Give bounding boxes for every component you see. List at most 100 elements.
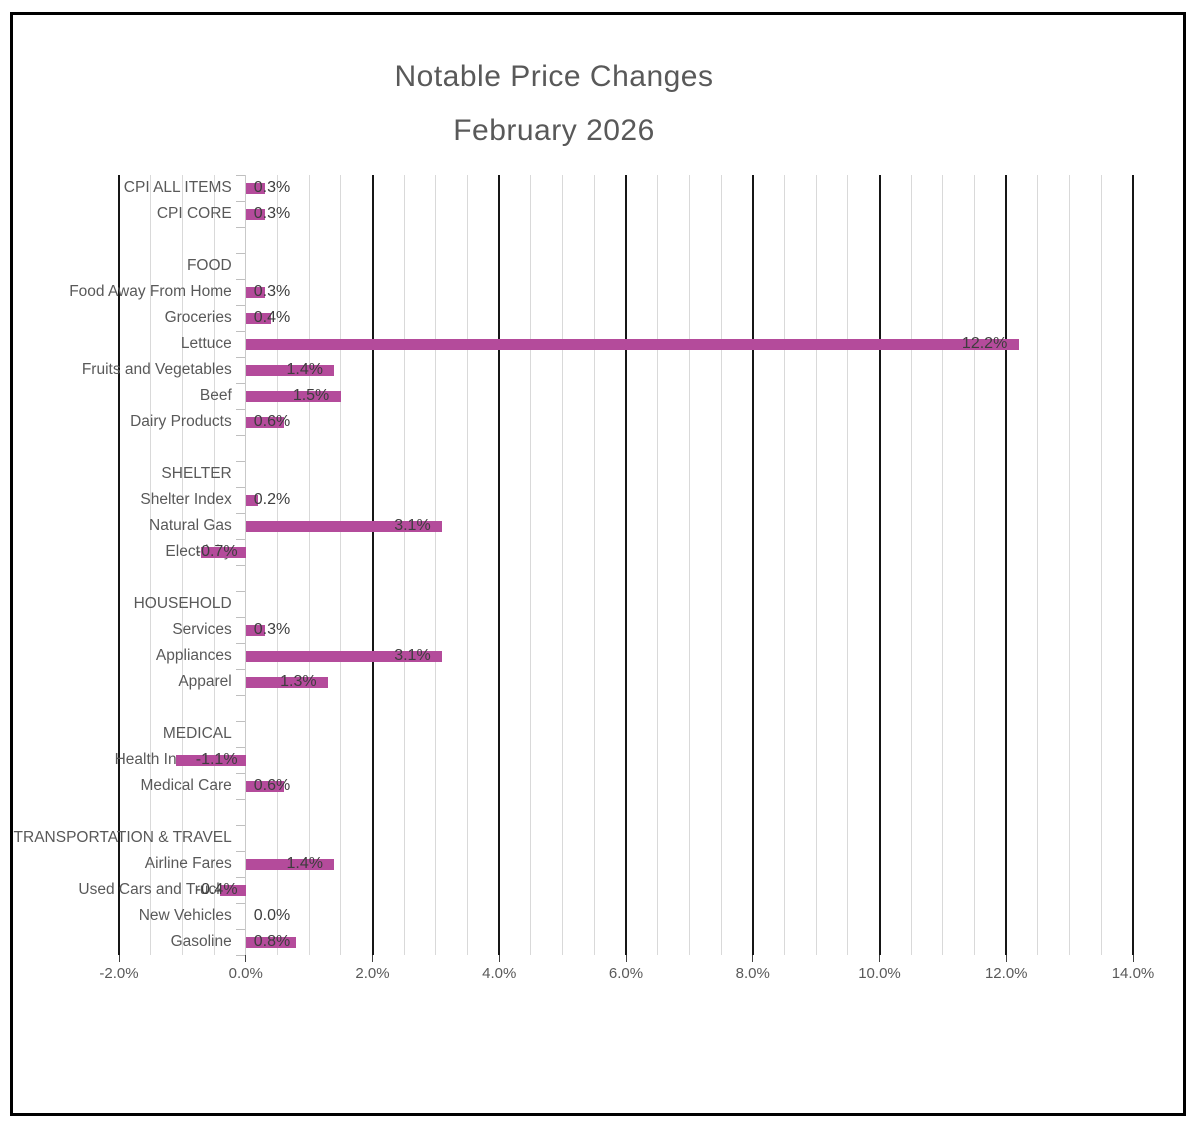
category-axis-tick <box>235 253 245 254</box>
category-group-label: MEDICAL <box>162 725 232 742</box>
category-axis-tick <box>235 435 245 436</box>
data-bar <box>201 547 246 558</box>
x-axis-label: 6.0% <box>608 965 644 982</box>
data-label: -0.7% <box>195 543 238 560</box>
data-label: 0.0% <box>253 907 291 924</box>
x-axis-label: 0.0% <box>228 965 263 982</box>
minor-gridline <box>593 175 595 955</box>
category-axis-tick <box>235 669 245 670</box>
minor-gridline <box>1069 175 1071 955</box>
category-axis-tick <box>235 825 245 826</box>
data-label: 0.4% <box>253 309 291 326</box>
category-label: Services <box>172 621 232 638</box>
category-label: Dairy Products <box>130 413 232 430</box>
category-label: Groceries <box>164 309 232 326</box>
category-axis-tick <box>235 201 245 202</box>
data-bar <box>245 625 265 636</box>
data-bar <box>245 339 1019 350</box>
minor-gridline <box>688 175 690 955</box>
data-bar <box>245 209 265 220</box>
x-axis-label: 14.0% <box>1111 965 1155 982</box>
minor-gridline <box>340 175 342 955</box>
category-label: Used Cars and Trucks <box>78 881 232 898</box>
data-label: 0.8% <box>253 933 291 950</box>
category-axis-line <box>245 175 247 955</box>
major-gridline <box>118 175 120 955</box>
x-axis-label: 12.0% <box>984 965 1028 982</box>
x-axis-tick <box>752 955 754 962</box>
category-axis-tick <box>235 487 245 488</box>
category-axis-tick <box>235 617 245 618</box>
minor-gridline <box>942 175 944 955</box>
category-axis-tick <box>235 955 245 956</box>
x-axis-tick <box>118 955 120 962</box>
category-axis-tick <box>235 851 245 852</box>
minor-gridline <box>720 175 722 955</box>
minor-gridline <box>562 175 564 955</box>
minor-gridline <box>435 175 437 955</box>
data-bar <box>245 521 443 532</box>
minor-gridline <box>530 175 532 955</box>
category-group-label: HOUSEHOLD <box>133 595 232 612</box>
category-axis-tick <box>235 721 245 722</box>
minor-gridline <box>213 175 215 955</box>
data-label: 1.5% <box>292 387 330 404</box>
minor-gridline <box>1100 175 1102 955</box>
category-label: Apparel <box>178 673 232 690</box>
x-axis-label: 2.0% <box>355 965 390 982</box>
category-label: New Vehicles <box>138 907 232 924</box>
category-axis-tick <box>235 591 245 592</box>
category-axis-tick <box>235 409 245 410</box>
category-label: Natural Gas <box>149 517 232 534</box>
category-group-label: SHELTER <box>161 465 232 482</box>
data-bar <box>245 651 443 662</box>
category-axis-tick <box>235 565 245 566</box>
major-gridline <box>371 175 374 955</box>
data-bar <box>245 183 265 194</box>
category-axis-tick <box>235 799 245 800</box>
data-bar <box>245 677 329 688</box>
category-axis-tick <box>235 305 245 306</box>
category-axis-tick <box>235 539 245 540</box>
chart-title-line1: Notable Price Changes <box>394 60 714 93</box>
x-axis-tick <box>1005 955 1007 962</box>
data-label: -0.4% <box>195 881 238 898</box>
major-gridline <box>1005 175 1008 955</box>
data-label: 1.4% <box>286 361 323 378</box>
minor-gridline <box>150 175 152 955</box>
minor-gridline <box>974 175 976 955</box>
data-label: 12.2% <box>961 335 1008 352</box>
category-axis-tick <box>235 331 245 332</box>
data-bar <box>220 885 246 896</box>
data-bar <box>245 313 272 324</box>
category-group-label: FOOD <box>186 257 232 274</box>
major-gridline <box>751 175 754 955</box>
category-label: Beef <box>199 387 232 404</box>
category-axis-tick <box>235 643 245 644</box>
category-axis-tick <box>235 877 245 878</box>
x-axis-tick <box>498 955 500 962</box>
category-label: Medical Care <box>140 777 232 794</box>
category-label: Lettuce <box>180 335 232 352</box>
category-axis-tick <box>235 357 245 358</box>
category-axis-tick <box>235 903 245 904</box>
x-axis-label: 8.0% <box>735 965 770 982</box>
data-label: 0.3% <box>253 621 291 638</box>
data-bar <box>245 495 259 506</box>
data-bar <box>245 287 265 298</box>
category-label: Airline Fares <box>144 855 232 872</box>
category-label: CPI CORE <box>156 205 232 222</box>
x-axis-tick <box>1132 955 1134 962</box>
category-axis-tick <box>235 695 245 696</box>
x-axis-label: -2.0% <box>99 965 139 982</box>
category-axis-tick <box>235 383 245 384</box>
major-gridline <box>878 175 881 955</box>
chart-title: Notable Price Changes February 2026 <box>0 50 1108 158</box>
category-axis-tick <box>235 461 245 462</box>
category-group-label: TRANSPORTATION & TRAVEL <box>13 829 232 846</box>
data-bar <box>245 781 284 792</box>
x-axis-tick <box>372 955 373 962</box>
data-bar <box>245 417 284 428</box>
minor-gridline <box>910 175 912 955</box>
x-axis-label: 4.0% <box>482 965 517 982</box>
